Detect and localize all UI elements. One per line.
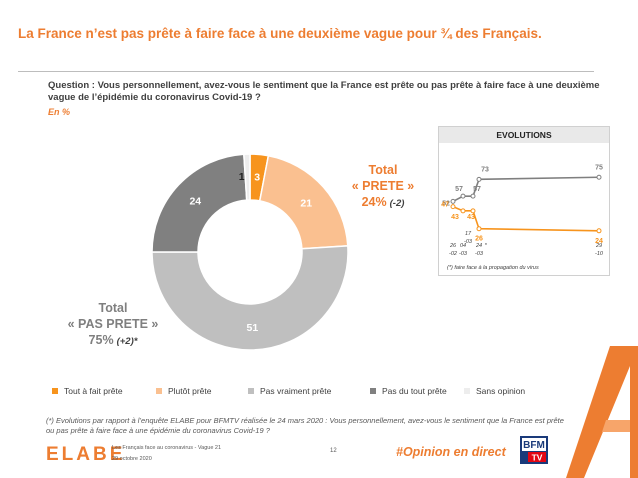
- evo-label-prete-4: 24: [595, 238, 603, 245]
- evo-label-prete-0: 47: [441, 202, 449, 209]
- donut-label-tout-a-fait: 3: [254, 171, 260, 183]
- elabe-logo: ELABE: [46, 444, 126, 465]
- evo-point-pas_prete-3: [476, 176, 482, 182]
- total-prete-change: (-2): [389, 198, 405, 209]
- legend-swatch: [464, 387, 470, 394]
- evo-point-pas_prete-2: [470, 193, 476, 199]
- donut-slice-pas-vraiment: [151, 245, 349, 351]
- legend-item-4: Sans opinion: [464, 386, 525, 396]
- total-prete-callout: Total « PRETE » 24% (-2): [338, 162, 428, 212]
- bfmtv-logo-top: BFM: [523, 440, 545, 451]
- evo-x-tick-3: 24: [475, 243, 482, 249]
- donut-label-pas-du-tout: 24: [189, 196, 201, 208]
- evo-point-prete-3: [476, 226, 482, 232]
- legend-label: Plutôt prête: [168, 386, 212, 396]
- page-title: La France n’est pas prête à faire face à…: [18, 26, 542, 41]
- evolutions-panel: EVOLUTIONS 26 -02 04 -03 17 -03 24 -03 * 29 -10 52 5…: [438, 126, 610, 276]
- survey-question: Question : Vous personnellement, avez-vo…: [48, 80, 600, 103]
- evo-x-tick-3-mark: *: [485, 243, 488, 249]
- legend-label: Sans opinion: [476, 386, 526, 396]
- evo-label-pas_prete-0: 52: [442, 200, 450, 207]
- total-pas-prete-change: (+2)*: [116, 336, 138, 347]
- evolutions-note: (*) faire face à la propagation du virus: [447, 265, 539, 271]
- donut-label-pas-vraiment: 51: [247, 322, 259, 334]
- decorative-a-shape: [566, 346, 638, 478]
- donut-slice-sans-opinion: [243, 153, 251, 201]
- evo-point-pas_prete-1: [460, 193, 466, 199]
- evo-point-prete-0: [450, 204, 456, 210]
- evo-point-pas_prete-4: [596, 174, 602, 180]
- evolutions-header: EVOLUTIONS: [439, 127, 609, 143]
- evo-x-tick-0-line2: -02: [449, 251, 457, 257]
- evo-x-tick-4: 29: [595, 243, 602, 249]
- evo-label-pas_prete-1: 57: [455, 186, 463, 193]
- evo-point-prete-2: [470, 208, 476, 214]
- evo-x-tick-1: 04: [460, 243, 466, 249]
- total-pas-prete-line2: « PAS PRETE »: [67, 317, 159, 331]
- evo-x-tick-2: 17: [465, 231, 472, 237]
- legend-swatch: [370, 387, 376, 394]
- footer-date: 29 octobre 2020: [112, 456, 152, 462]
- legend-item-3: Pas du tout prête: [370, 386, 447, 396]
- legend-item-0: Tout à fait prête: [52, 386, 123, 396]
- legend-swatch: [52, 387, 58, 394]
- legend-swatch: [156, 387, 162, 394]
- evo-point-prete-4: [596, 228, 602, 234]
- bfmtv-logo-bottom: TV: [532, 453, 543, 463]
- hashtag: #Opinion en direct: [396, 445, 506, 459]
- legend-swatch: [248, 387, 254, 394]
- legend-label: Pas du tout prête: [382, 386, 447, 396]
- evo-label-pas_prete-3: 73: [481, 166, 489, 173]
- donut-label-plutot: 21: [300, 197, 312, 209]
- evo-x-tick-2-line2: -03: [464, 239, 473, 245]
- evo-x-tick-0: 26: [449, 243, 457, 249]
- legend-label: Pas vraiment prête: [260, 386, 332, 396]
- footnote: (*) Evolutions par rapport à l’enquête E…: [46, 416, 564, 435]
- legend-item-1: Plutôt prête: [156, 386, 211, 396]
- total-prete-line1: Total: [368, 163, 398, 177]
- evo-label-prete-1: 43: [451, 214, 459, 221]
- total-pas-prete-value: 75%: [88, 333, 114, 347]
- legend-label: Tout à fait prête: [64, 386, 123, 396]
- total-pas-prete-callout: Total « PAS PRETE » 75% (+2)*: [58, 300, 168, 350]
- bfmtv-logo: BFM TV: [520, 436, 548, 464]
- evo-label-prete-2: 43: [467, 214, 475, 221]
- total-prete-line2: « PRETE »: [351, 179, 415, 193]
- evo-x-tick-1-line2: -03: [459, 251, 468, 257]
- unit-label: En %: [48, 107, 71, 117]
- total-pas-prete-line1: Total: [98, 301, 128, 315]
- evo-point-prete-1: [460, 208, 466, 214]
- evo-label-prete-3: 26: [475, 236, 483, 243]
- evo-x-tick-3-line2: -03: [475, 251, 484, 257]
- total-prete-value: 24%: [361, 195, 387, 209]
- chart-legend: Tout à fait prête Plutôt prête Pas vraimen…: [52, 386, 592, 400]
- page-number: 12: [330, 448, 337, 454]
- evo-label-pas_prete-2: 57: [473, 186, 481, 193]
- donut-label-sans-opinion: 1: [239, 171, 245, 183]
- footer-survey-name: Les Français face au coronavirus - Vague…: [112, 445, 222, 451]
- evo-point-pas_prete-0: [450, 198, 456, 204]
- evo-label-pas_prete-4: 75: [595, 164, 603, 171]
- legend-item-2: Pas vraiment prête: [248, 386, 331, 396]
- title-divider: [18, 71, 594, 72]
- evo-x-tick-4-line2: -10: [595, 251, 604, 257]
